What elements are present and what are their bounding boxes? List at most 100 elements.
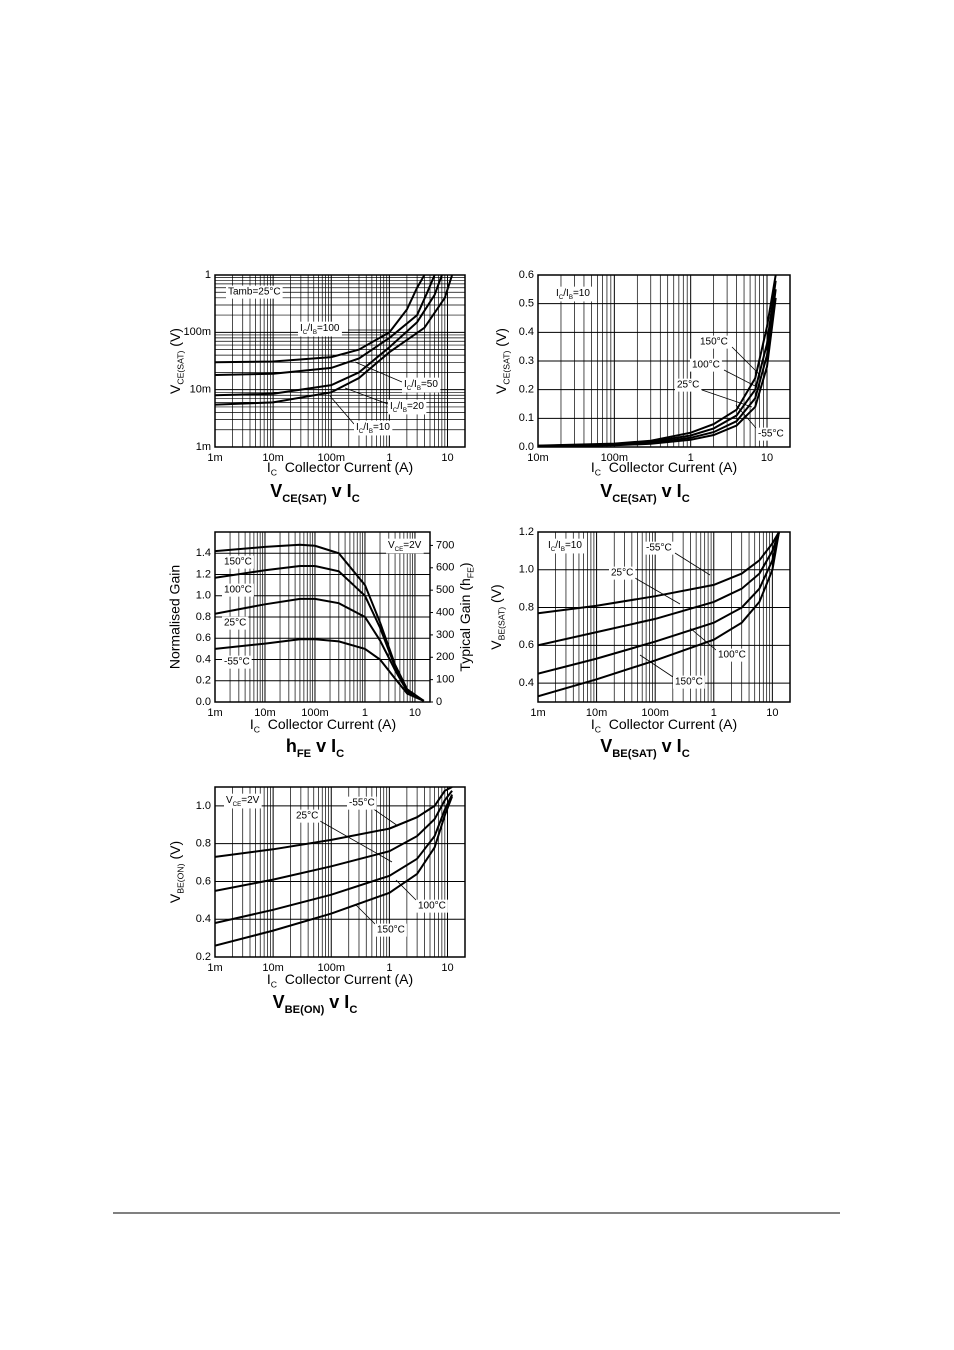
- text-segment: B: [417, 384, 421, 391]
- y-tick-label: 1.2: [196, 568, 211, 580]
- annotation: VCE=2V: [388, 540, 422, 553]
- series-label: 25°C: [296, 811, 318, 822]
- x-tick-label: 1: [386, 962, 392, 974]
- text-segment: BE(SAT): [612, 748, 657, 760]
- x-tick-label: 1m: [207, 707, 222, 719]
- text-segment: =2V: [403, 540, 421, 551]
- annotation: IC/IB=10: [548, 540, 582, 553]
- x-tick-label: 1: [711, 707, 717, 719]
- leader-line: [639, 654, 674, 678]
- series-label: 100°C: [224, 585, 252, 596]
- x-tick-label: 1m: [207, 962, 222, 974]
- plot-area: [215, 787, 465, 957]
- chart-title: VBE(SAT) v IC: [600, 736, 690, 760]
- label-backing: [716, 648, 748, 662]
- x-axis-label: IC Collector Current (A): [267, 971, 413, 990]
- y-tick-label: 0.4: [196, 653, 211, 665]
- x-tick-label: 10: [441, 452, 453, 464]
- y-tick-label: 1.0: [196, 590, 211, 602]
- y-tick-label: 0.6: [519, 639, 534, 651]
- label-backing: [756, 427, 786, 441]
- series-label: 25°C: [677, 380, 699, 391]
- series-label: IC/IB=20: [390, 401, 424, 414]
- series-label: 100°C: [692, 360, 720, 371]
- text-segment: V: [493, 384, 509, 394]
- y-tick-label: 0.3: [519, 355, 534, 367]
- x-tick-label: 1m: [530, 707, 545, 719]
- y-tick-label: 0.6: [196, 632, 211, 644]
- text-segment: CE: [395, 545, 404, 552]
- leader-line: [701, 389, 753, 408]
- x-tick-label: 1: [362, 707, 368, 719]
- x-tick-label: 100m: [601, 452, 629, 464]
- curve: [215, 565, 425, 702]
- leader-line: [354, 361, 403, 383]
- text-segment: I: [300, 323, 303, 334]
- curve: [215, 787, 453, 858]
- series-label: -55°C: [349, 798, 375, 809]
- text-segment: /I: [307, 323, 313, 334]
- text-segment: CE: [233, 800, 242, 807]
- leader-line: [319, 820, 393, 863]
- label-backing: [222, 655, 252, 669]
- x-tick-label: 10: [766, 707, 778, 719]
- text-segment: C: [595, 725, 601, 735]
- text-segment: V: [273, 992, 285, 1012]
- plot-frame: [214, 531, 431, 703]
- y-tick-label: 0.2: [196, 951, 211, 963]
- x-tick-label: 1: [386, 452, 392, 464]
- y-tick-label: 100m: [183, 326, 211, 338]
- leader-line: [344, 387, 389, 405]
- text-segment: CE(SAT): [176, 350, 186, 384]
- text-segment: C: [271, 980, 277, 990]
- text-segment: C: [359, 427, 364, 434]
- y-tick-label: 1: [205, 269, 211, 281]
- label-backing: [375, 923, 407, 937]
- label-backing: [388, 399, 427, 415]
- y-tick-label: 0.8: [196, 838, 211, 850]
- x-tick-label: 100m: [317, 452, 345, 464]
- text-segment: =20: [407, 401, 424, 412]
- curve: [215, 597, 425, 702]
- text-segment: C: [682, 748, 690, 760]
- label-backing: [546, 538, 585, 554]
- text-segment: =50: [421, 379, 438, 390]
- text-segment: B: [369, 427, 373, 434]
- x-tick-label: 10: [441, 962, 453, 974]
- chart: 1m 10m 100m 1 10 0.0 0.2 0.4 0.6 0.8 1.0 1.2 1.4 0 100…: [167, 531, 476, 760]
- label-backing: [224, 793, 262, 809]
- x-axis-label: IC Collector Current (A): [591, 459, 737, 478]
- curve: [215, 275, 443, 397]
- x-tick-label: 1: [688, 452, 694, 464]
- text-segment: I: [356, 422, 359, 433]
- curve: [538, 532, 780, 698]
- annotation: Tamb=25°C: [228, 287, 281, 298]
- y-tick-label: 1.4: [196, 547, 211, 559]
- text-segment: V: [226, 795, 233, 806]
- text-segment: C: [682, 493, 690, 505]
- text-segment: v I: [311, 736, 336, 756]
- label-backing: [222, 616, 249, 630]
- x-tick-label: 10: [761, 452, 773, 464]
- text-segment: /I: [363, 422, 369, 433]
- series-label: 150°C: [377, 925, 405, 936]
- text-segment: B: [561, 545, 565, 552]
- text-segment: V: [600, 481, 612, 501]
- text-segment: Collector Current (A): [277, 459, 413, 475]
- chart: 1m 10m 100m 1 10 0.2 0.4 0.6 0.8 1.0 -55°C 25°C 100°…: [167, 786, 466, 1016]
- series-label: IC/IB=100: [300, 323, 340, 336]
- label-backing: [386, 538, 424, 554]
- y2-tick-label: 200: [436, 651, 454, 663]
- y-tick-label: 0.4: [196, 913, 211, 925]
- text-segment: (V): [493, 328, 509, 351]
- chart-title: VBE(ON) v IC: [273, 992, 358, 1016]
- label-backing: [416, 899, 448, 913]
- annotation: VCE=2V: [226, 795, 260, 808]
- text-segment: V: [167, 384, 183, 394]
- leader-line: [723, 369, 758, 388]
- text-segment: /I: [397, 401, 403, 412]
- x-tick-label: 10: [409, 707, 421, 719]
- text-segment: C: [303, 328, 308, 335]
